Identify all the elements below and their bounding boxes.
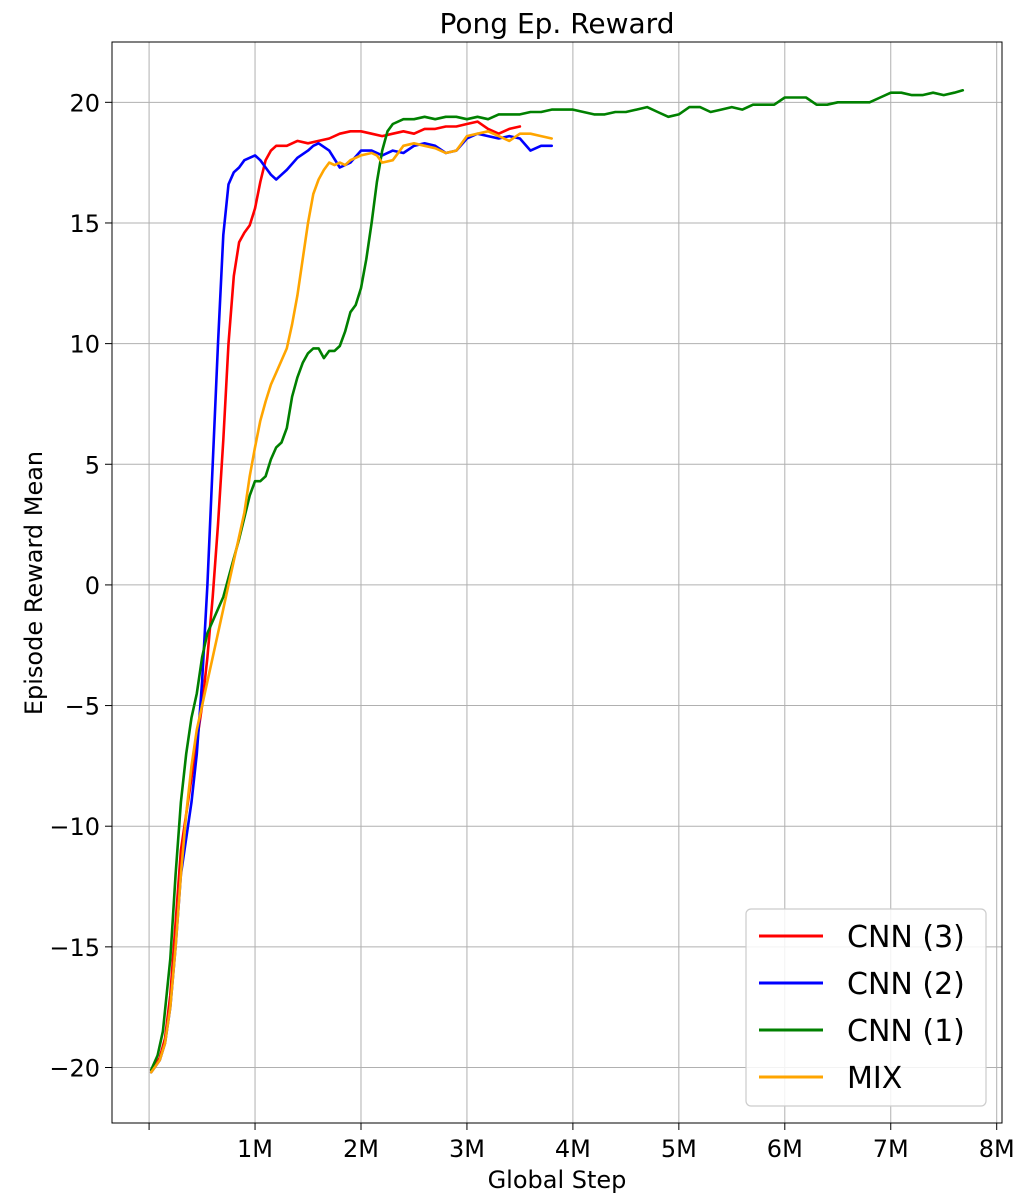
legend-label: CNN (1) — [847, 1014, 965, 1049]
x-axis-label: Global Step — [488, 1166, 627, 1194]
y-tick-label: 0 — [85, 572, 100, 600]
y-tick-label: 5 — [85, 451, 100, 479]
series-line-3 — [149, 130, 553, 1074]
x-tick-label: 4M — [555, 1135, 591, 1163]
plot-frame — [111, 41, 1003, 1124]
y-tick-label: 20 — [69, 89, 100, 117]
y-tick-label: 15 — [69, 210, 100, 238]
y-axis-label: Episode Reward Mean — [20, 451, 48, 715]
series-line-0 — [149, 120, 522, 1072]
y-tick-label: −15 — [49, 934, 100, 962]
chart-title: Pong Ep. Reward — [440, 7, 675, 40]
legend-label: CNN (3) — [847, 920, 965, 955]
legend-box — [745, 908, 987, 1107]
y-tick-label: −20 — [49, 1055, 100, 1083]
series-layer — [149, 89, 965, 1074]
x-tick-label: 2M — [343, 1135, 379, 1163]
y-tick-label: −10 — [49, 813, 100, 841]
x-tick-label: 8M — [979, 1135, 1015, 1163]
ticks: 1M 2M 3M 4M 5M 6M 7M 8M 20 15 10 5 0 −5 −10 −15 −20 — [49, 89, 1014, 1163]
x-tick-label: 7M — [873, 1135, 909, 1163]
x-tick-label: 6M — [767, 1135, 803, 1163]
y-tick-label: 10 — [69, 331, 100, 359]
x-tick-label: 1M — [237, 1135, 273, 1163]
legend-label: CNN (2) — [847, 967, 965, 1002]
legend-label: MIX — [847, 1061, 902, 1096]
x-tick-label: 3M — [449, 1135, 485, 1163]
y-tick-label: −5 — [65, 693, 100, 721]
x-tick-label: 5M — [661, 1135, 697, 1163]
legend: CNN (3) CNN (2) CNN (1) MIX — [745, 908, 987, 1107]
